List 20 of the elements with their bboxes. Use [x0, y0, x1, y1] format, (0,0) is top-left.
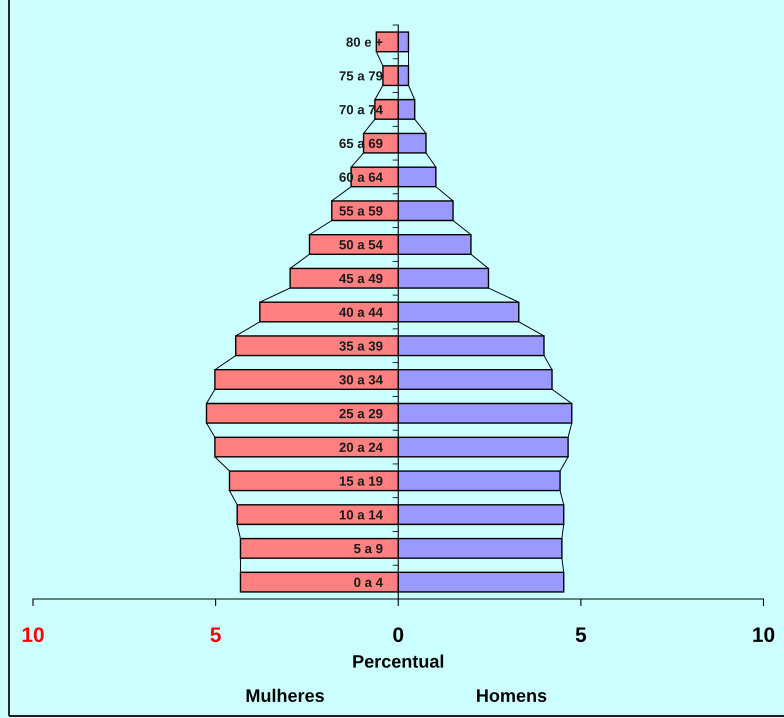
y-tick-label: 35 a 39	[339, 341, 382, 351]
x-tick-label: 5	[576, 628, 586, 642]
y-tick-label: 50 a 54	[339, 240, 383, 250]
y-tick-label: 10 a 14	[340, 510, 383, 520]
text: Mulheres	[246, 688, 324, 702]
x-axis-title: Percentual	[353, 654, 444, 668]
y-tick-label: 55 a 59	[339, 206, 382, 216]
x-tick-label: 10	[753, 627, 774, 642]
x-tick-label: 10	[22, 627, 44, 642]
y-tick-label: 25 a 29	[339, 408, 382, 418]
y-tick-label: 20 a 24	[339, 442, 383, 452]
y-tick-label: 30 a 34	[339, 375, 383, 384]
y-tick-label: 0 a 4	[354, 578, 383, 588]
text: Homens	[477, 689, 546, 702]
x-tick-label: 5	[210, 628, 221, 642]
y-tick-label: 40 a 44	[339, 308, 383, 317]
y-tick-label: 15 a 19	[340, 476, 382, 486]
y-tick-label: 45 a 49	[339, 274, 382, 284]
y-tick-label: 5 a 9	[354, 544, 382, 554]
x-tick-label: 0	[393, 627, 404, 642]
